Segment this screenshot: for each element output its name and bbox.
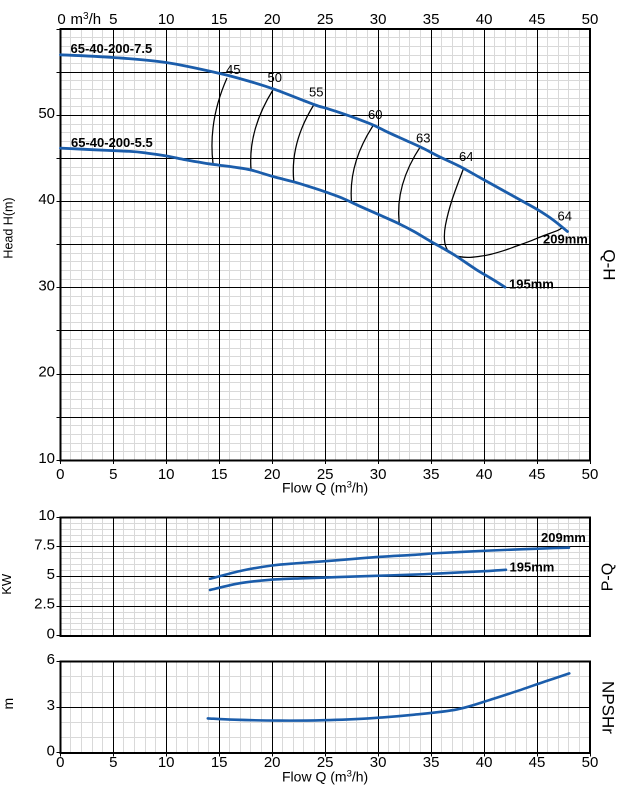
svg-text:45: 45 — [226, 62, 240, 77]
svg-text:Flow Q (m3/h): Flow Q (m3/h) — [282, 769, 368, 785]
svg-text:60: 60 — [368, 107, 382, 122]
svg-text:30: 30 — [38, 277, 55, 294]
svg-text:195mm: 195mm — [509, 277, 554, 292]
svg-text:KW: KW — [0, 573, 14, 595]
svg-text:40: 40 — [476, 754, 493, 771]
svg-text:40: 40 — [476, 466, 493, 483]
svg-text:35: 35 — [423, 754, 440, 771]
svg-text:64: 64 — [459, 149, 473, 164]
svg-text:50: 50 — [582, 11, 599, 28]
svg-text:35: 35 — [423, 11, 440, 28]
svg-text:50: 50 — [582, 466, 599, 483]
svg-text:50: 50 — [268, 70, 282, 85]
svg-text:55: 55 — [309, 85, 323, 100]
svg-text:50: 50 — [582, 754, 599, 771]
svg-text:65-40-200-7.5: 65-40-200-7.5 — [71, 41, 153, 56]
svg-text:25: 25 — [317, 754, 334, 771]
svg-text:0: 0 — [47, 625, 55, 642]
svg-text:7.5: 7.5 — [34, 537, 55, 554]
svg-text:15: 15 — [211, 466, 228, 483]
svg-text:195mm: 195mm — [510, 560, 555, 575]
svg-text:0: 0 — [56, 466, 64, 483]
svg-text:35: 35 — [423, 466, 440, 483]
svg-text:65-40-200-5.5: 65-40-200-5.5 — [71, 135, 153, 150]
svg-text:3: 3 — [47, 697, 55, 714]
svg-text:0: 0 — [56, 754, 64, 771]
svg-text:5: 5 — [47, 566, 55, 583]
svg-text:50: 50 — [38, 105, 55, 122]
svg-text:NPSHr: NPSHr — [599, 681, 618, 734]
svg-text:5: 5 — [109, 11, 117, 28]
svg-text:10: 10 — [158, 466, 175, 483]
svg-text:209mm: 209mm — [541, 530, 586, 545]
svg-text:15: 15 — [211, 754, 228, 771]
svg-text:Head H(m): Head H(m) — [2, 197, 16, 258]
svg-text:5: 5 — [109, 754, 117, 771]
svg-text:20: 20 — [264, 754, 281, 771]
svg-text:5: 5 — [109, 466, 117, 483]
svg-text:20: 20 — [264, 466, 281, 483]
svg-text:10: 10 — [38, 450, 55, 467]
svg-text:30: 30 — [370, 466, 387, 483]
svg-text:40: 40 — [476, 11, 493, 28]
svg-text:P-Q: P-Q — [600, 563, 617, 591]
svg-text:m3/h: m3/h — [71, 11, 102, 28]
svg-text:64: 64 — [558, 209, 572, 224]
svg-text:45: 45 — [529, 466, 546, 483]
svg-text:30: 30 — [370, 754, 387, 771]
svg-text:6: 6 — [47, 651, 55, 668]
svg-text:0: 0 — [57, 11, 65, 28]
svg-text:40: 40 — [38, 191, 55, 208]
svg-text:Flow Q (m3/h): Flow Q (m3/h) — [282, 480, 368, 496]
svg-text:10: 10 — [38, 507, 55, 524]
svg-text:45: 45 — [529, 11, 546, 28]
svg-text:63: 63 — [416, 131, 430, 146]
svg-text:25: 25 — [317, 11, 334, 28]
svg-text:0: 0 — [47, 742, 55, 759]
svg-text:20: 20 — [38, 364, 55, 381]
svg-text:m: m — [0, 698, 16, 710]
svg-text:20: 20 — [264, 11, 281, 28]
svg-text:Q-H: Q-H — [600, 249, 619, 280]
svg-text:10: 10 — [158, 11, 175, 28]
svg-text:25: 25 — [317, 466, 334, 483]
svg-text:209mm: 209mm — [543, 232, 588, 247]
svg-text:2.5: 2.5 — [34, 596, 55, 613]
svg-text:10: 10 — [158, 754, 175, 771]
svg-text:45: 45 — [529, 754, 546, 771]
svg-text:15: 15 — [211, 11, 228, 28]
svg-text:30: 30 — [370, 11, 387, 28]
